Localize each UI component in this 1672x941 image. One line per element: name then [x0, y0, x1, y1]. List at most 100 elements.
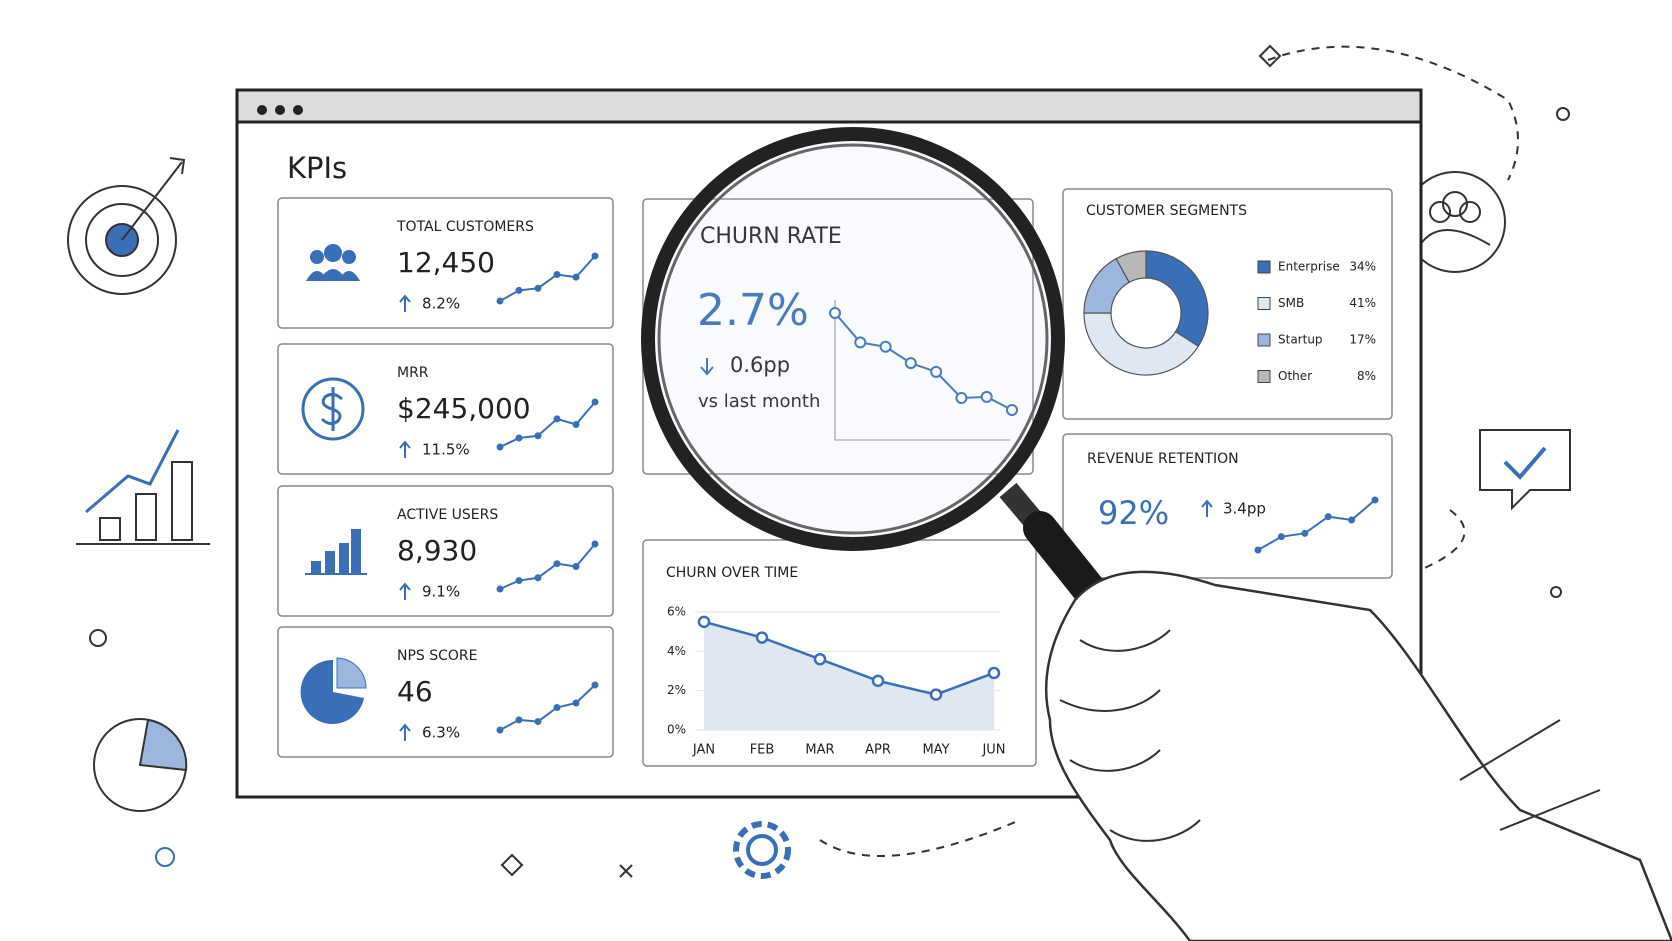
legend-value: 34%	[1349, 260, 1376, 274]
retention-change: 3.4pp	[1223, 500, 1266, 518]
icon	[351, 529, 361, 573]
page-title: KPIs	[287, 151, 347, 185]
kpi-card	[277, 343, 614, 475]
churn-note: vs last month	[698, 391, 820, 412]
sparkline-point	[553, 704, 561, 711]
hand-fingers	[1059, 629, 1601, 842]
legend-value: 8%	[1357, 369, 1376, 383]
kpi-change: 11.5%	[422, 441, 470, 459]
donut-slice	[1115, 250, 1147, 284]
legend-label: Startup	[1278, 333, 1323, 347]
segments-title: CUSTOMER SEGMENTS	[1086, 203, 1247, 219]
line-area	[704, 621, 994, 730]
kpi-card	[277, 626, 614, 758]
magnifier-lens	[641, 127, 1065, 551]
magnifier-rim	[657, 143, 1049, 535]
sparkline-point	[591, 540, 599, 548]
icon	[320, 387, 343, 431]
line-point	[871, 674, 885, 688]
kpi-change: 9.1%	[422, 583, 460, 601]
sparkline-point	[1301, 529, 1309, 537]
sparkline-point	[496, 585, 504, 593]
sparkline-point	[534, 718, 542, 726]
hand	[1044, 570, 1672, 941]
icon	[342, 250, 356, 264]
sparkline-point	[904, 357, 917, 370]
retention-panel	[1062, 433, 1393, 579]
line-point	[697, 615, 711, 629]
icon	[324, 244, 342, 262]
legend-label: Other	[1278, 369, 1312, 383]
line	[703, 620, 995, 696]
sparkline-point	[572, 699, 580, 707]
kpi-value: 12,450	[397, 246, 495, 279]
legend-label: SMB	[1278, 296, 1304, 310]
sparkline-point	[534, 574, 542, 582]
sparkline	[499, 401, 596, 448]
churn-axes	[834, 300, 1010, 441]
line-point	[929, 688, 943, 701]
x-tick-label: JAN	[692, 743, 715, 758]
sparkline-point	[496, 297, 504, 305]
sparkline-point	[553, 560, 561, 568]
churn-title: CHURN RATE	[700, 224, 842, 249]
sparkline-point	[980, 390, 993, 403]
sparkline-point	[1277, 533, 1285, 541]
sparkline-point	[879, 340, 892, 353]
kpi-label: TOTAL CUSTOMERS	[396, 219, 534, 235]
kpi-card	[277, 485, 614, 617]
sparkline-point	[591, 252, 599, 260]
sparkline-point	[572, 421, 580, 428]
sparkline-point	[955, 392, 968, 405]
kpi-value: $245,000	[397, 392, 531, 425]
sparkline-point	[496, 443, 504, 451]
legend-swatch	[1257, 333, 1271, 347]
arrow-up	[399, 582, 411, 600]
x-tick-label: MAY	[922, 743, 949, 758]
sparkline	[499, 255, 596, 302]
sparkline-point	[1006, 404, 1018, 416]
icon	[319, 269, 347, 281]
sparkline-point	[930, 365, 943, 378]
sparkline-point	[572, 273, 580, 281]
icon	[325, 551, 335, 573]
icon	[310, 250, 324, 264]
y-tick-label: 0%	[667, 723, 686, 737]
y-tick-label: 4%	[667, 644, 686, 658]
legend-swatch	[1257, 260, 1271, 274]
sparkline-point	[515, 434, 523, 442]
sparkline-point	[553, 415, 561, 423]
kpi-card	[277, 197, 614, 329]
kpi-change: 6.3%	[422, 724, 460, 742]
sparkline-point	[591, 398, 599, 406]
retention-value: 92%	[1098, 494, 1169, 532]
sparkline-point	[1254, 546, 1262, 554]
icon	[336, 657, 367, 689]
sparkline-point	[572, 563, 580, 570]
line-point	[987, 666, 1001, 680]
sparkline-point	[1324, 513, 1332, 521]
sparkline-point	[496, 726, 504, 734]
kpi-label: ACTIVE USERS	[397, 507, 498, 523]
kpi-label: MRR	[397, 365, 429, 381]
kpi-label: NPS SCORE	[397, 648, 478, 664]
legend-value: 41%	[1349, 296, 1376, 310]
x-tick-label: APR	[865, 743, 891, 758]
churn-change: 0.6pp	[730, 353, 790, 377]
sparkline-point	[1371, 496, 1379, 504]
line-point	[813, 652, 827, 666]
sparkline-point	[1348, 516, 1356, 524]
x-tick-label: MAR	[805, 743, 834, 758]
arrow-up	[399, 440, 411, 458]
legend-swatch	[1257, 370, 1271, 383]
sparkline-point	[553, 271, 561, 279]
donut-slice	[1083, 312, 1200, 376]
sparkline-point	[829, 307, 841, 319]
icon	[339, 543, 349, 573]
legend-label: Enterprise	[1278, 260, 1340, 274]
arrow-up	[399, 294, 411, 312]
arrow-up	[1201, 499, 1213, 517]
sparkline-point	[534, 432, 542, 440]
arrow-up	[399, 723, 411, 741]
